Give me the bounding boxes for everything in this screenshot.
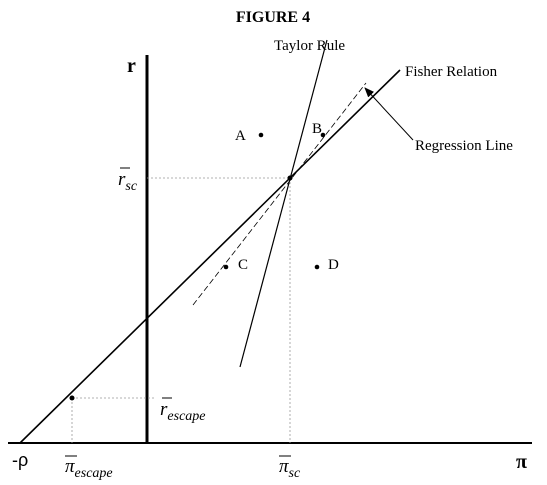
point-label: C	[238, 257, 248, 273]
dot	[314, 264, 320, 270]
symbol: r	[118, 169, 126, 190]
symbol: π	[65, 456, 75, 477]
regression-line	[192, 82, 367, 306]
marker-label: πescape	[65, 456, 113, 481]
regression-label: Regression Line	[415, 138, 513, 154]
dot	[69, 395, 75, 401]
arrow	[364, 87, 414, 141]
point-label: D	[328, 257, 339, 273]
title: FIGURE 4	[236, 9, 310, 26]
point-label: B	[312, 121, 322, 137]
x-axis-label: π	[516, 451, 527, 473]
point-label: A	[235, 128, 246, 144]
subscript: escape	[75, 466, 113, 481]
subscript: escape	[167, 409, 205, 424]
dot	[320, 132, 326, 138]
dot	[223, 264, 229, 270]
taylor-label: Taylor Rule	[274, 38, 345, 54]
taylor-line	[239, 39, 328, 368]
y-axis-label: r	[127, 55, 136, 77]
subscript: sc	[125, 179, 137, 194]
marker-label: rescape	[160, 399, 206, 424]
subscript: sc	[289, 466, 301, 481]
symbol: π	[279, 456, 289, 477]
marker-label: rsc	[118, 169, 138, 194]
symbol: r	[160, 399, 168, 420]
dot	[287, 175, 293, 181]
marker-label: πsc	[279, 456, 301, 481]
fisher-line	[19, 69, 401, 444]
dot	[258, 132, 264, 138]
origin-label: -ρ	[12, 450, 28, 470]
fisher-label: Fisher Relation	[405, 64, 498, 80]
